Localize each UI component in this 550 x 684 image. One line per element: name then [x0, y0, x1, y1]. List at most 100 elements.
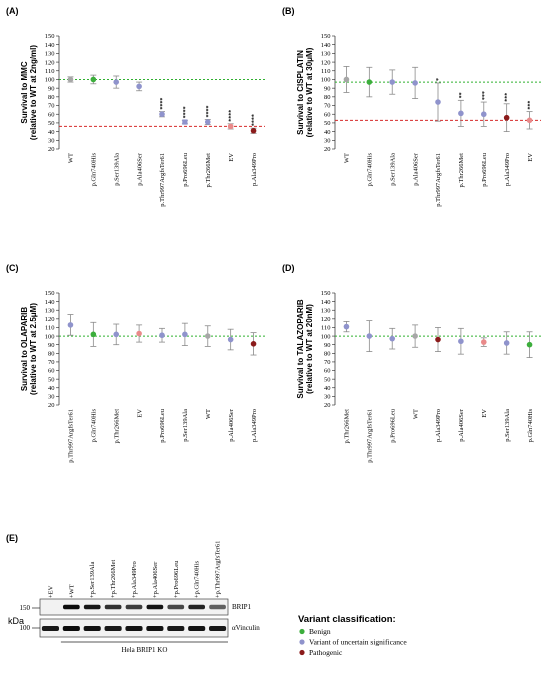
y-tick-label: 110 — [45, 325, 55, 332]
y-tick-label: 50 — [324, 376, 331, 383]
kda-unit: kDa — [8, 616, 24, 626]
y-tick-label: 130 — [321, 307, 331, 314]
lane-label: +p.Ser139Ala — [89, 562, 96, 598]
x-category-label: p.Ser139Ala — [504, 409, 511, 442]
x-category-label: p.Thr997ArgfsTer61 — [159, 153, 166, 207]
data-point — [503, 340, 510, 346]
legend: Variant classification: Benign Variant of … — [298, 614, 407, 657]
data-point — [113, 331, 120, 338]
y-tick-label: 40 — [48, 385, 55, 392]
y-tick-label: 140 — [321, 42, 331, 49]
y-axis-title: (relative to WT at 2ng/ml) — [29, 45, 38, 140]
y-tick-label: 90 — [48, 85, 55, 92]
data-point — [526, 341, 533, 348]
vinculin-band — [83, 626, 101, 631]
y-tick-label: 40 — [324, 129, 331, 136]
band-label: αVinculin — [232, 624, 260, 632]
data-point — [90, 331, 97, 338]
x-category-label: EV — [527, 153, 534, 162]
mw-marker-label: 150 — [20, 604, 31, 612]
x-category-label: p.Gln740His — [527, 409, 534, 443]
significance-stars: ** — [459, 92, 465, 98]
y-axis-title: (relative to WT at 20nM) — [305, 304, 314, 394]
legend-title: Variant classification: — [298, 614, 396, 625]
y-tick-label: 80 — [324, 351, 331, 358]
mw-marker-label: 100 — [20, 624, 31, 632]
x-category-label: p.Ala406Ser — [458, 408, 465, 442]
data-point — [250, 341, 257, 347]
y-tick-label: 20 — [324, 402, 331, 409]
y-tick-label: 120 — [45, 59, 55, 66]
vinculin-band — [188, 626, 206, 631]
data-point — [182, 119, 188, 125]
x-category-label: p.Thr266Met — [113, 409, 120, 444]
data-point — [136, 330, 142, 337]
y-tick-label: 30 — [324, 394, 331, 401]
significance-stars: *** — [505, 93, 511, 102]
x-category-label: p.Ala349Pro — [435, 409, 442, 442]
y-tick-label: 90 — [324, 85, 331, 92]
y-tick-label: 100 — [45, 333, 55, 340]
x-category-label: WT — [412, 409, 419, 419]
vinculin-band — [104, 626, 122, 631]
vinculin-band — [125, 626, 143, 631]
y-tick-label: 110 — [321, 325, 331, 332]
x-category-label: p.Pro696Leu — [389, 408, 396, 443]
legend-marker — [299, 639, 305, 645]
data-point — [458, 338, 464, 345]
brip1-band — [62, 604, 80, 610]
chart-panel-b: (B) Survival to CISPLATIN (relative to WT … — [282, 6, 541, 207]
y-tick-label: 70 — [48, 103, 55, 110]
lane-label: +p.Ala406Ser — [152, 561, 159, 598]
y-tick-label: 130 — [45, 51, 55, 58]
data-point — [67, 322, 74, 328]
y-tick-label: 70 — [324, 103, 331, 110]
y-tick-label: 90 — [324, 342, 331, 349]
x-category-label: WT — [68, 153, 75, 163]
data-point — [526, 117, 533, 124]
y-tick-label: 120 — [321, 59, 331, 66]
y-tick-label: 100 — [321, 77, 331, 84]
data-point — [389, 79, 396, 85]
y-tick-label: 150 — [321, 33, 331, 40]
data-point — [366, 333, 373, 339]
data-point — [412, 80, 418, 86]
y-tick-label: 50 — [48, 120, 55, 127]
x-category-label: WT — [344, 153, 351, 163]
y-tick-label: 100 — [321, 333, 331, 340]
x-category-label: p.Pro696Leu — [182, 152, 189, 187]
significance-stars: **** — [160, 98, 166, 110]
y-tick-label: 60 — [48, 111, 55, 118]
lane-label: +p.Thr997ArgfsTer61 — [215, 541, 222, 598]
x-category-label: p.Ala406Ser — [136, 152, 143, 186]
data-point — [435, 99, 441, 105]
y-tick-label: 70 — [48, 359, 55, 366]
legend-item-label: Benign — [309, 627, 331, 636]
data-point — [343, 76, 350, 83]
legend-item-label: Variant of uncertain significance — [309, 638, 407, 647]
data-point — [67, 76, 74, 83]
western-blot-panel: (E) +EV +WT +p.Ser139Ala +p.Thr266Met +p.Ala3… — [6, 533, 260, 654]
y-axis-title: Survival to CISPLATIN — [296, 50, 305, 135]
legend-marker — [299, 649, 305, 656]
data-point — [227, 123, 234, 130]
lane-label: +EV — [47, 585, 54, 598]
y-tick-label: 150 — [321, 290, 331, 297]
panel-letter: (B) — [282, 6, 295, 16]
brip1-band — [167, 604, 185, 610]
vinculin-band — [146, 626, 164, 631]
y-tick-label: 150 — [45, 33, 55, 40]
panel-letter: (A) — [6, 6, 19, 16]
x-category-label: p.Thr997ArgfsTer61 — [435, 153, 442, 207]
significance-stars: **** — [229, 110, 235, 122]
chart-panel-d: (D) Survival to TALAZOPARIB (relative to W… — [282, 263, 541, 463]
y-tick-label: 20 — [48, 402, 55, 409]
y-tick-label: 100 — [45, 77, 55, 84]
significance-stars: **** — [252, 114, 258, 126]
x-category-label: p.Thr997ArgfsTer61 — [367, 409, 374, 463]
data-point — [227, 336, 234, 343]
y-tick-label: 70 — [324, 359, 331, 366]
y-tick-label: 90 — [48, 342, 55, 349]
data-point — [204, 333, 211, 339]
y-tick-label: 30 — [324, 138, 331, 145]
